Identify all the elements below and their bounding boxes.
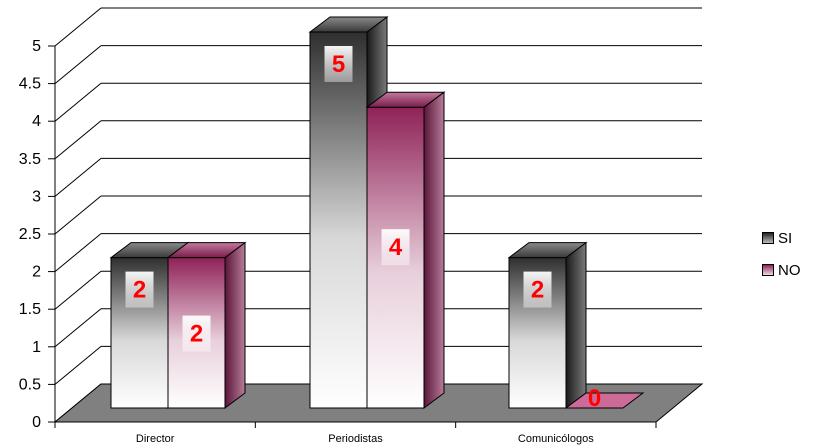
y-tick-label: 1.5: [19, 301, 41, 318]
data-label-background: [523, 271, 552, 308]
data-label-si-1: 5: [332, 51, 345, 78]
data-label-background: [381, 229, 410, 266]
data-label-si-0: 2: [133, 277, 146, 304]
legend-swatch-no: [762, 264, 774, 276]
legend-item-si[interactable]: SI: [762, 229, 793, 247]
y-tick-label: 4.5: [19, 76, 41, 93]
bar-top-si-1: [308, 16, 389, 33]
data-label-no-2: 0: [588, 385, 601, 412]
y-tick-label: 1: [32, 339, 41, 356]
y-tick-label: 0.5: [19, 376, 41, 393]
y-tick-label: 4: [32, 113, 41, 130]
bar-no-2: [564, 392, 645, 409]
bar-si-1: [309, 31, 368, 409]
gridline-depth: [54, 7, 102, 47]
y-tick-label: 3.5: [19, 151, 41, 168]
bar-top-no-0: [166, 242, 247, 259]
legend: SI NO: [756, 226, 840, 288]
legend-label-no: NO: [778, 261, 801, 279]
y-tick-label: 2: [32, 264, 41, 281]
gridline-depth: [54, 195, 102, 235]
x-tick-label: Comunicólogos: [518, 433, 594, 445]
data-label-no-1: 4: [389, 234, 403, 261]
gridline-depth: [54, 158, 102, 197]
legend-item-no[interactable]: NO: [762, 261, 801, 279]
data-label-no-0: 2: [190, 321, 203, 348]
gridline-depth: [54, 120, 102, 160]
data-label-background: [324, 46, 353, 82]
bar-side-no-0: [224, 241, 246, 409]
gridline-depth: [54, 45, 102, 84]
x-tick-label: Director: [136, 433, 175, 445]
y-tick-label: 2.5: [19, 226, 41, 243]
gridline-depth: [54, 270, 102, 310]
bar-side-no-1: [423, 91, 445, 409]
data-label-background: [182, 315, 211, 352]
data-label-si-2: 2: [531, 277, 544, 304]
bar-top-si-2: [507, 242, 588, 259]
bar-top-no-1: [365, 91, 446, 108]
data-label-background: [125, 271, 154, 308]
y-tick-label: 3: [32, 188, 41, 205]
bar-side-si-2: [565, 241, 587, 409]
legend-swatch-si: [762, 232, 774, 244]
x-tick-label: Periodistas: [328, 433, 383, 445]
gridline-depth: [54, 346, 102, 385]
gridline-depth: [54, 308, 102, 348]
legend-label-si: SI: [778, 229, 793, 247]
gridline-depth: [54, 82, 102, 122]
y-tick-label: 0: [32, 414, 41, 431]
y-tick-label: 5: [32, 38, 41, 55]
gridline-depth: [54, 233, 102, 272]
